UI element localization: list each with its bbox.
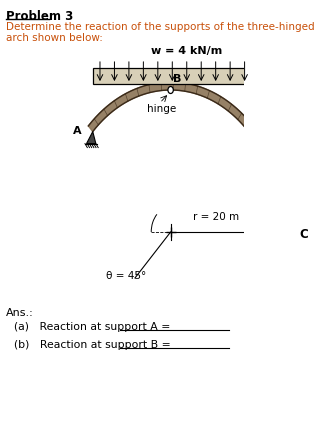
Text: hinge: hinge (147, 104, 177, 114)
Text: Determine the reaction of the supports of the three-hinged: Determine the reaction of the supports o… (6, 22, 315, 32)
Text: B: B (173, 74, 181, 84)
Text: r = 20 m: r = 20 m (193, 212, 239, 222)
Text: A: A (73, 126, 82, 135)
Polygon shape (281, 228, 290, 242)
Bar (93, 68, 281, 84)
Text: C: C (299, 227, 308, 241)
Circle shape (168, 87, 173, 94)
Text: Ans.:: Ans.: (6, 308, 34, 318)
Polygon shape (87, 132, 96, 143)
Circle shape (290, 231, 296, 239)
Text: (a)   Reaction at support A =: (a) Reaction at support A = (14, 322, 174, 332)
Text: (b)   Reaction at support B =: (b) Reaction at support B = (14, 340, 174, 350)
Text: Problem 3: Problem 3 (6, 10, 73, 23)
Polygon shape (89, 82, 287, 232)
Text: arch shown below:: arch shown below: (6, 33, 103, 43)
Text: θ = 45°: θ = 45° (106, 271, 146, 281)
Text: w = 4 kN/m: w = 4 kN/m (151, 46, 222, 56)
